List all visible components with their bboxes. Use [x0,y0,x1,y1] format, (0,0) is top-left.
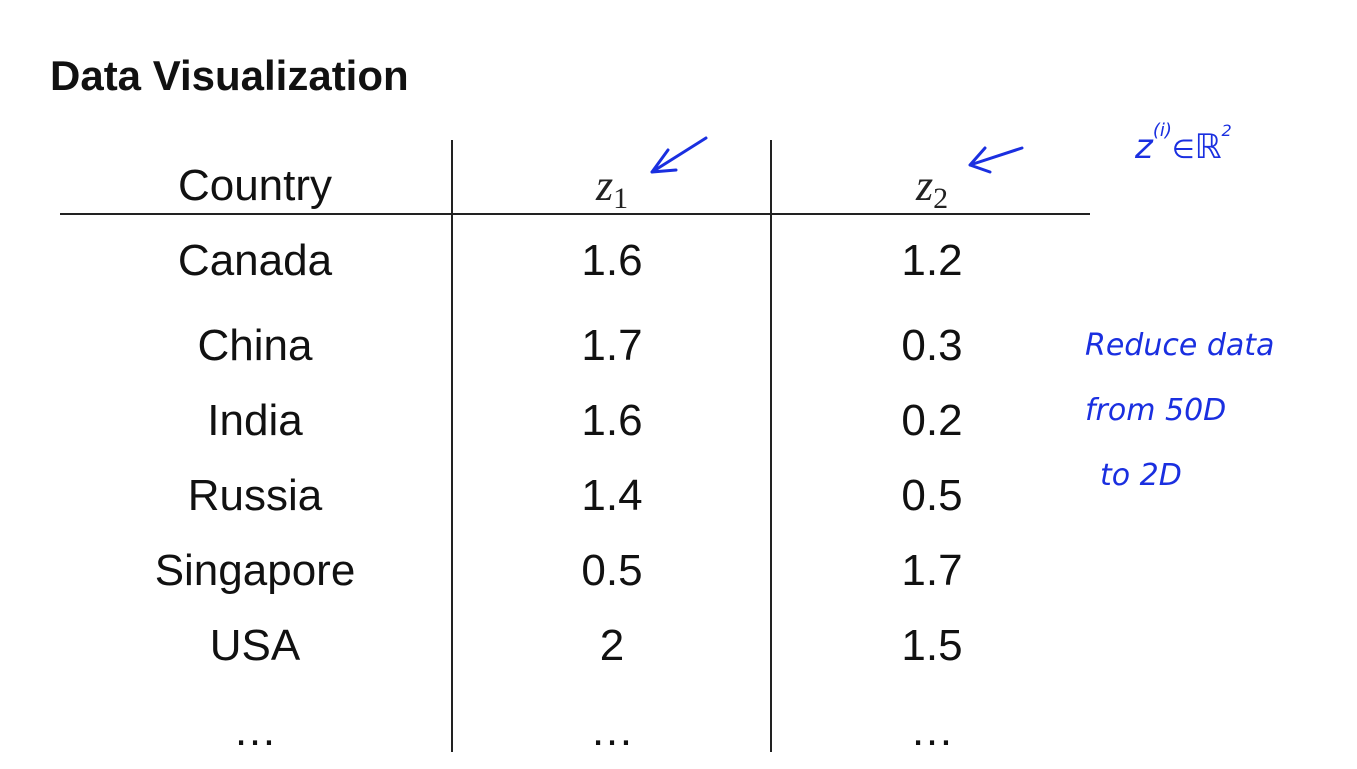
arrow [968,146,1024,174]
header-subscript: 2 [933,182,948,215]
value-cell: 1.6 [581,236,642,285]
country-cell: China [198,321,313,370]
header-subscript: 1 [613,182,628,215]
country-cell: … [233,706,277,755]
header-symbol: z [915,161,933,210]
slide-title: Data Visualization [50,52,409,99]
formula: z(i)∈ℝ2 [1134,120,1232,167]
value-cell: 1.5 [901,621,962,670]
header-symbol: z [595,161,613,210]
value-cell: 0.2 [901,396,962,445]
formula-superscript: (i) [1153,120,1172,141]
note-line: from 50D [1085,393,1226,428]
country-cell: Singapore [155,546,356,595]
column-header: z1 [595,161,628,215]
value-cell: 1.4 [581,471,642,520]
column-header: z2 [915,161,948,215]
value-cell: 1.7 [581,321,642,370]
arrow [650,136,708,174]
value-cell: 0.3 [901,321,962,370]
value-cell: 0.5 [901,471,962,520]
formula-set: ℝ [1195,127,1222,167]
value-cell: 1.2 [901,236,962,285]
country-cell: USA [210,621,301,670]
value-cell: 1.6 [581,396,642,445]
value-cell: 2 [600,621,624,670]
formula-set-superscript: 2 [1222,121,1232,140]
column-header: Country [178,161,332,210]
country-cell: Canada [178,236,333,285]
formula-relation: ∈ [1172,135,1195,165]
country-cell: Russia [188,471,323,520]
value-cell: 0.5 [581,546,642,595]
value-cell: … [910,706,954,755]
value-cell: … [590,706,634,755]
value-cell: 1.7 [901,546,962,595]
note-line: Reduce data [1085,328,1274,363]
note-line: to 2D [1100,458,1182,493]
country-cell: India [207,396,303,445]
formula-base: z [1134,127,1154,167]
